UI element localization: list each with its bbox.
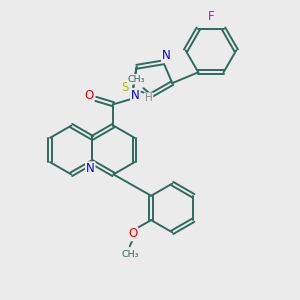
Text: F: F — [208, 10, 214, 23]
Text: N: N — [131, 89, 140, 102]
Text: H: H — [145, 93, 152, 103]
Text: O: O — [128, 227, 137, 240]
Text: CH₃: CH₃ — [128, 75, 146, 84]
Text: N: N — [86, 162, 94, 175]
Text: CH₃: CH₃ — [121, 250, 139, 259]
Text: S: S — [121, 81, 128, 94]
Text: O: O — [85, 89, 94, 102]
Text: N: N — [162, 49, 171, 62]
